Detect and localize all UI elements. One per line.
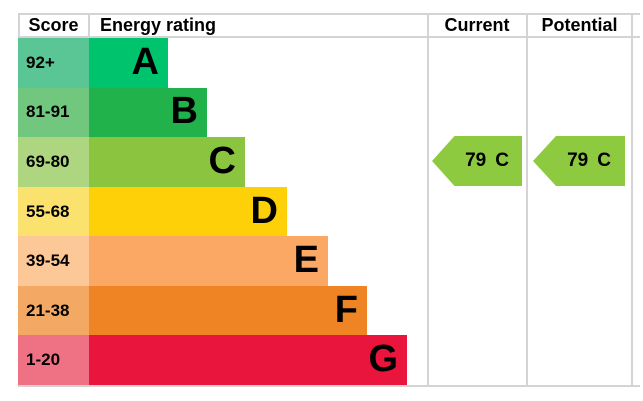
score-cell: 69-80	[18, 137, 89, 187]
grade-letter: D	[250, 189, 278, 232]
potential-column-header: Potential	[541, 14, 618, 35]
band-row-f: 21-38 F	[18, 285, 618, 336]
score-cell: 81-91	[18, 87, 89, 138]
table-top-border	[18, 13, 640, 15]
score-column-header: Score	[28, 14, 79, 35]
grade-letter: F	[334, 288, 358, 331]
band-row-g: 1-20 G	[18, 335, 618, 386]
header-left-border	[18, 13, 20, 38]
header-score-divider	[88, 13, 90, 38]
rating-bar: E	[89, 236, 328, 286]
energy-rating-column-header: Energy rating	[100, 14, 217, 35]
rating-bar: B	[89, 87, 207, 138]
grade-letter: C	[208, 139, 236, 182]
band-row-c: 69-80 C	[18, 137, 618, 187]
current-column-left-border	[427, 13, 429, 387]
grade-letter: E	[293, 239, 319, 282]
rating-bar: A	[89, 38, 168, 88]
score-cell: 21-38	[18, 285, 89, 336]
table-right-border	[631, 13, 633, 387]
rating-bands: 92+ A 81-91 B 69-80 C 55-68 D 39-54 E 21…	[18, 38, 618, 386]
grade-letter: G	[368, 338, 398, 381]
table-bottom-border	[18, 385, 640, 387]
rating-bar: F	[89, 285, 367, 336]
band-row-b: 81-91 B	[18, 87, 618, 138]
grade-letter: A	[131, 40, 159, 83]
current-rating-value: 79	[465, 150, 487, 171]
current-potential-divider	[526, 13, 528, 387]
current-rating-grade: C	[495, 150, 509, 171]
score-cell: 1-20	[18, 335, 89, 386]
rating-bar: C	[89, 137, 245, 187]
potential-rating-value: 79	[567, 150, 589, 171]
score-cell: 55-68	[18, 186, 89, 237]
potential-rating-grade: C	[597, 150, 611, 171]
current-column-header: Current	[444, 14, 510, 35]
score-cell: 92+	[18, 38, 89, 88]
band-row-d: 55-68 D	[18, 186, 618, 237]
band-row-e: 39-54 E	[18, 236, 618, 286]
band-row-a: 92+ A	[18, 38, 618, 88]
rating-bar: D	[89, 186, 287, 237]
rating-bar: G	[89, 335, 407, 386]
header-underline	[18, 36, 640, 38]
score-cell: 39-54	[18, 236, 89, 286]
grade-letter: B	[170, 90, 198, 133]
